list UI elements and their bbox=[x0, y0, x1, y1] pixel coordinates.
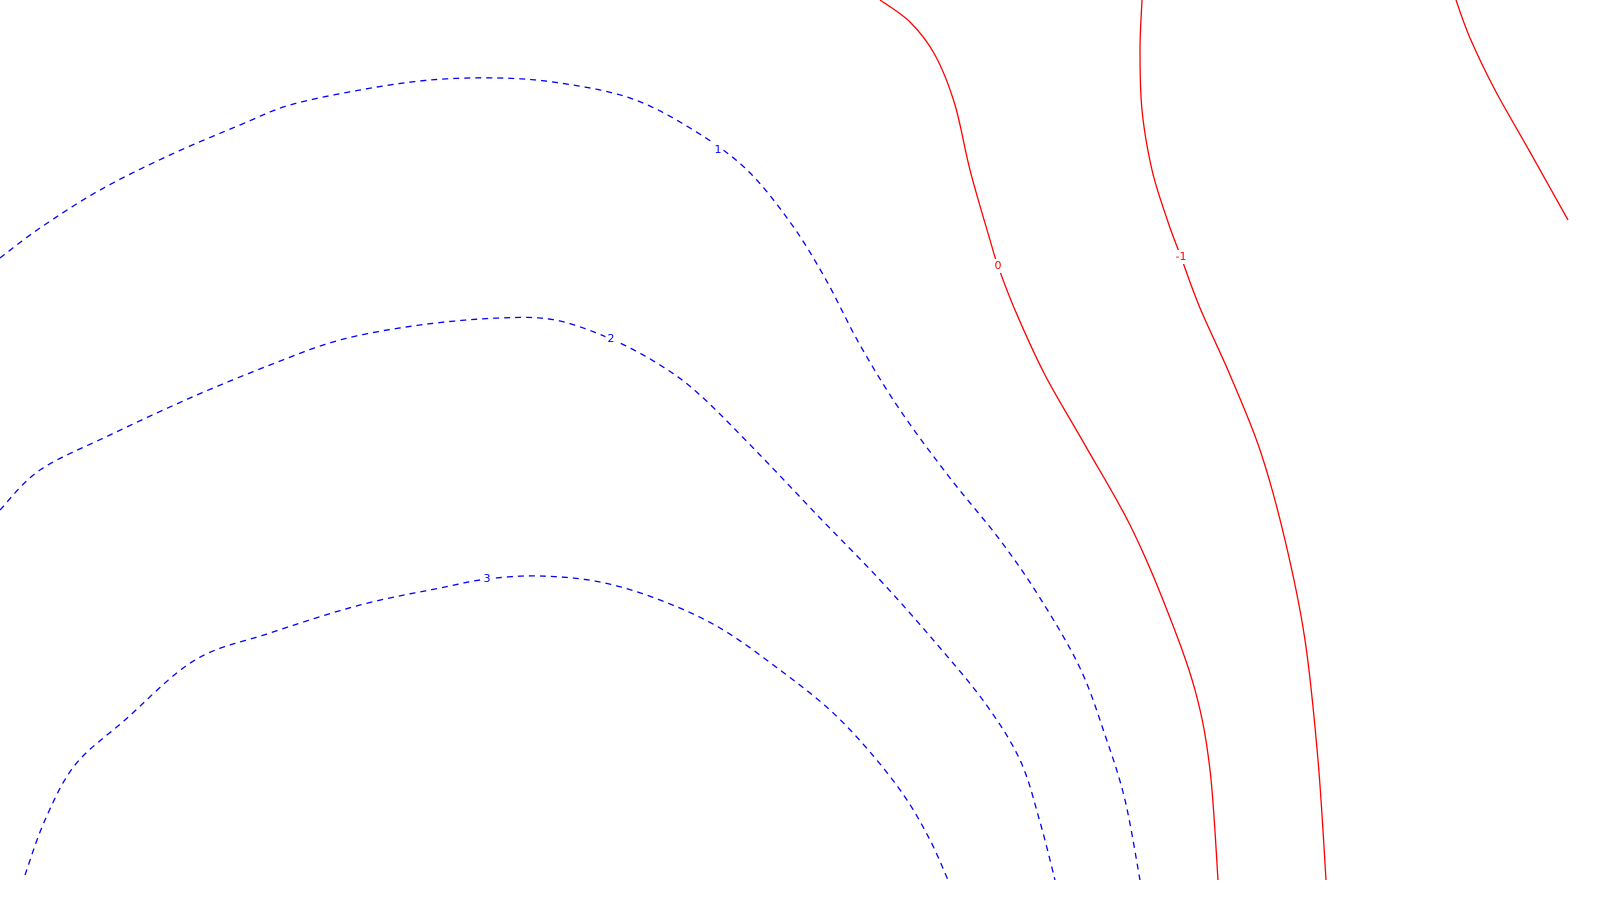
contour-label-0: 0 bbox=[995, 259, 1002, 272]
contour-line-1 bbox=[0, 77, 1141, 881]
contour-line-neg1 bbox=[1139, 0, 1327, 881]
contour-line-3 bbox=[24, 575, 949, 881]
contour-label-bg-0 bbox=[992, 259, 1004, 273]
contour-line-unlabeled-5 bbox=[1455, 0, 1569, 221]
contour-label-3: 3 bbox=[484, 572, 491, 585]
contour-line-0 bbox=[879, 0, 1219, 881]
contour-lines bbox=[0, 0, 1569, 881]
contour-label-bg-2 bbox=[605, 332, 617, 346]
contour-labels: 1 2 3 0 -1 bbox=[481, 143, 1190, 586]
contour-line-2 bbox=[0, 316, 1056, 881]
contour-label-2: 2 bbox=[608, 332, 615, 345]
contour-label-neg1: -1 bbox=[1176, 250, 1187, 263]
contour-label-1: 1 bbox=[715, 143, 722, 156]
contour-label-bg-neg1 bbox=[1172, 250, 1190, 264]
contour-label-bg-1 bbox=[712, 143, 724, 157]
contour-label-bg-3 bbox=[481, 572, 493, 586]
